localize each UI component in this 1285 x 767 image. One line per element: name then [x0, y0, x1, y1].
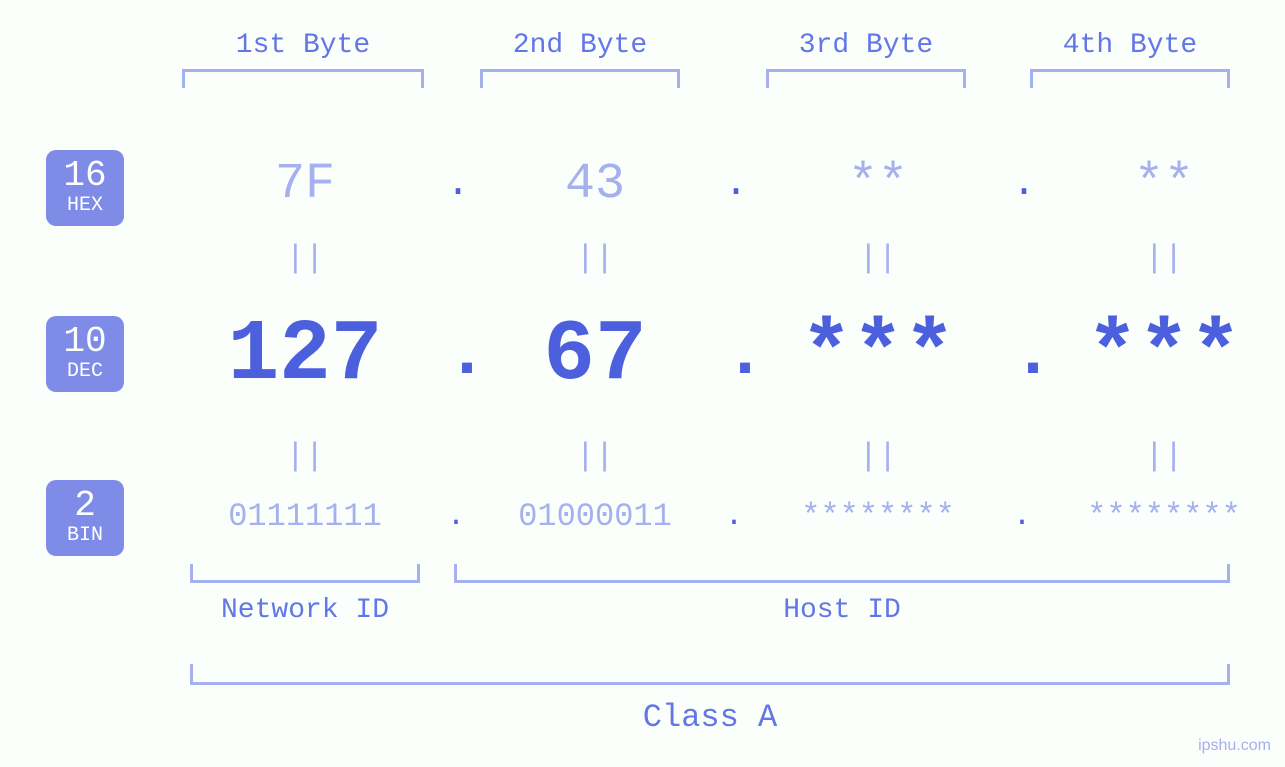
- eq-2-1: ||: [164, 438, 446, 475]
- bin-byte-4: ********: [1032, 498, 1285, 535]
- eq-2-4: ||: [1032, 438, 1285, 475]
- hex-dot-2: .: [724, 162, 744, 207]
- byte-header-3: 3rd Byte: [766, 30, 966, 88]
- row-hex: 7F . 43 . ** . **: [164, 156, 1285, 213]
- row-dec: 127 . 67 . *** . ***: [164, 306, 1285, 404]
- byte-header-2-label: 2nd Byte: [480, 30, 680, 61]
- network-id-label: Network ID: [190, 595, 420, 626]
- badge-bin-name: BIN: [46, 526, 124, 546]
- byte-header-1-label: 1st Byte: [182, 30, 424, 61]
- host-id-bracket: Host ID: [454, 564, 1230, 626]
- eq-1-2: ||: [466, 240, 724, 277]
- badge-dec-num: 10: [46, 324, 124, 360]
- badge-hex: 16 HEX: [46, 150, 124, 226]
- byte-header-2-bracket: [480, 69, 680, 88]
- network-id-bracket: Network ID: [190, 564, 420, 626]
- dec-byte-4: ***: [1032, 306, 1285, 404]
- bin-byte-2: 01000011: [466, 498, 724, 535]
- byte-header-4: 4th Byte: [1030, 30, 1230, 88]
- bin-byte-3: ********: [744, 498, 1012, 535]
- watermark: ipshu.com: [1198, 737, 1271, 755]
- eq-row-1: || || || ||: [164, 240, 1285, 277]
- eq-row-2: || || || ||: [164, 438, 1285, 475]
- byte-header-4-bracket: [1030, 69, 1230, 88]
- dec-dot-2: .: [724, 316, 744, 395]
- host-id-label: Host ID: [454, 595, 1230, 626]
- byte-header-4-label: 4th Byte: [1030, 30, 1230, 61]
- byte-header-2: 2nd Byte: [480, 30, 680, 88]
- class-bracket: Class A: [190, 664, 1230, 736]
- host-id-bar: [454, 564, 1230, 583]
- badge-hex-name: HEX: [46, 196, 124, 216]
- hex-dot-3: .: [1012, 162, 1032, 207]
- dec-dot-3: .: [1012, 316, 1032, 395]
- hex-byte-1: 7F: [164, 156, 446, 213]
- class-label: Class A: [190, 699, 1230, 736]
- eq-2-3: ||: [744, 438, 1012, 475]
- byte-header-3-label: 3rd Byte: [766, 30, 966, 61]
- eq-1-4: ||: [1032, 240, 1285, 277]
- eq-1-3: ||: [744, 240, 1012, 277]
- hex-byte-2: 43: [466, 156, 724, 213]
- dec-byte-3: ***: [744, 306, 1012, 404]
- dec-byte-2: 67: [466, 306, 724, 404]
- row-bin: 01111111 . 01000011 . ******** . *******…: [164, 498, 1285, 535]
- class-bar: [190, 664, 1230, 685]
- badge-bin-num: 2: [46, 488, 124, 524]
- byte-header-3-bracket: [766, 69, 966, 88]
- bin-dot-2: .: [724, 500, 744, 534]
- dec-dot-1: .: [446, 316, 466, 395]
- badge-hex-num: 16: [46, 158, 124, 194]
- hex-byte-3: **: [744, 156, 1012, 213]
- bin-byte-1: 01111111: [164, 498, 446, 535]
- eq-2-2: ||: [466, 438, 724, 475]
- badge-dec: 10 DEC: [46, 316, 124, 392]
- hex-byte-4: **: [1032, 156, 1285, 213]
- network-id-bar: [190, 564, 420, 583]
- bin-dot-3: .: [1012, 500, 1032, 534]
- byte-header-1: 1st Byte: [182, 30, 424, 88]
- badge-bin: 2 BIN: [46, 480, 124, 556]
- hex-dot-1: .: [446, 162, 466, 207]
- byte-header-1-bracket: [182, 69, 424, 88]
- dec-byte-1: 127: [164, 306, 446, 404]
- bin-dot-1: .: [446, 500, 466, 534]
- eq-1-1: ||: [164, 240, 446, 277]
- badge-dec-name: DEC: [46, 362, 124, 382]
